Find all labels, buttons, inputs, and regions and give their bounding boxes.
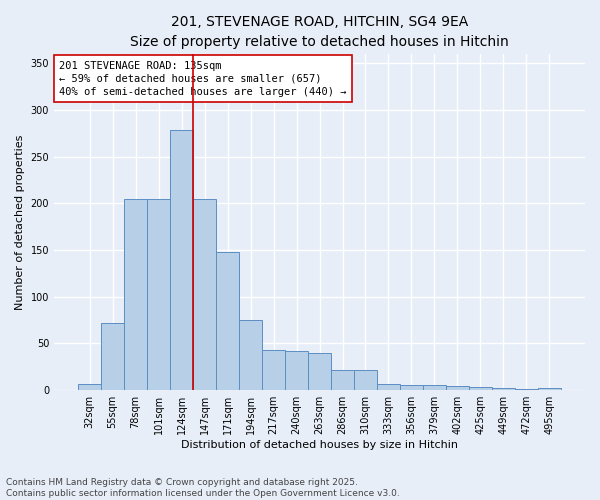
Bar	[423, 384, 446, 390]
Bar	[469, 388, 492, 390]
Bar	[78, 384, 101, 390]
Bar	[400, 384, 423, 390]
X-axis label: Distribution of detached houses by size in Hitchin: Distribution of detached houses by size …	[181, 440, 458, 450]
Bar	[101, 323, 124, 390]
Bar	[170, 130, 193, 390]
Bar	[285, 351, 308, 390]
Title: 201, STEVENAGE ROAD, HITCHIN, SG4 9EA
Size of property relative to detached hous: 201, STEVENAGE ROAD, HITCHIN, SG4 9EA Si…	[130, 15, 509, 48]
Text: 201 STEVENAGE ROAD: 135sqm
← 59% of detached houses are smaller (657)
40% of sem: 201 STEVENAGE ROAD: 135sqm ← 59% of deta…	[59, 60, 347, 97]
Y-axis label: Number of detached properties: Number of detached properties	[15, 134, 25, 310]
Bar	[124, 198, 147, 390]
Bar	[331, 370, 354, 390]
Text: Contains HM Land Registry data © Crown copyright and database right 2025.
Contai: Contains HM Land Registry data © Crown c…	[6, 478, 400, 498]
Bar	[193, 198, 216, 390]
Bar	[216, 252, 239, 390]
Bar	[538, 388, 561, 390]
Bar	[262, 350, 285, 390]
Bar	[354, 370, 377, 390]
Bar	[446, 386, 469, 390]
Bar	[239, 320, 262, 390]
Bar	[308, 353, 331, 390]
Bar	[492, 388, 515, 390]
Bar	[377, 384, 400, 390]
Bar	[147, 198, 170, 390]
